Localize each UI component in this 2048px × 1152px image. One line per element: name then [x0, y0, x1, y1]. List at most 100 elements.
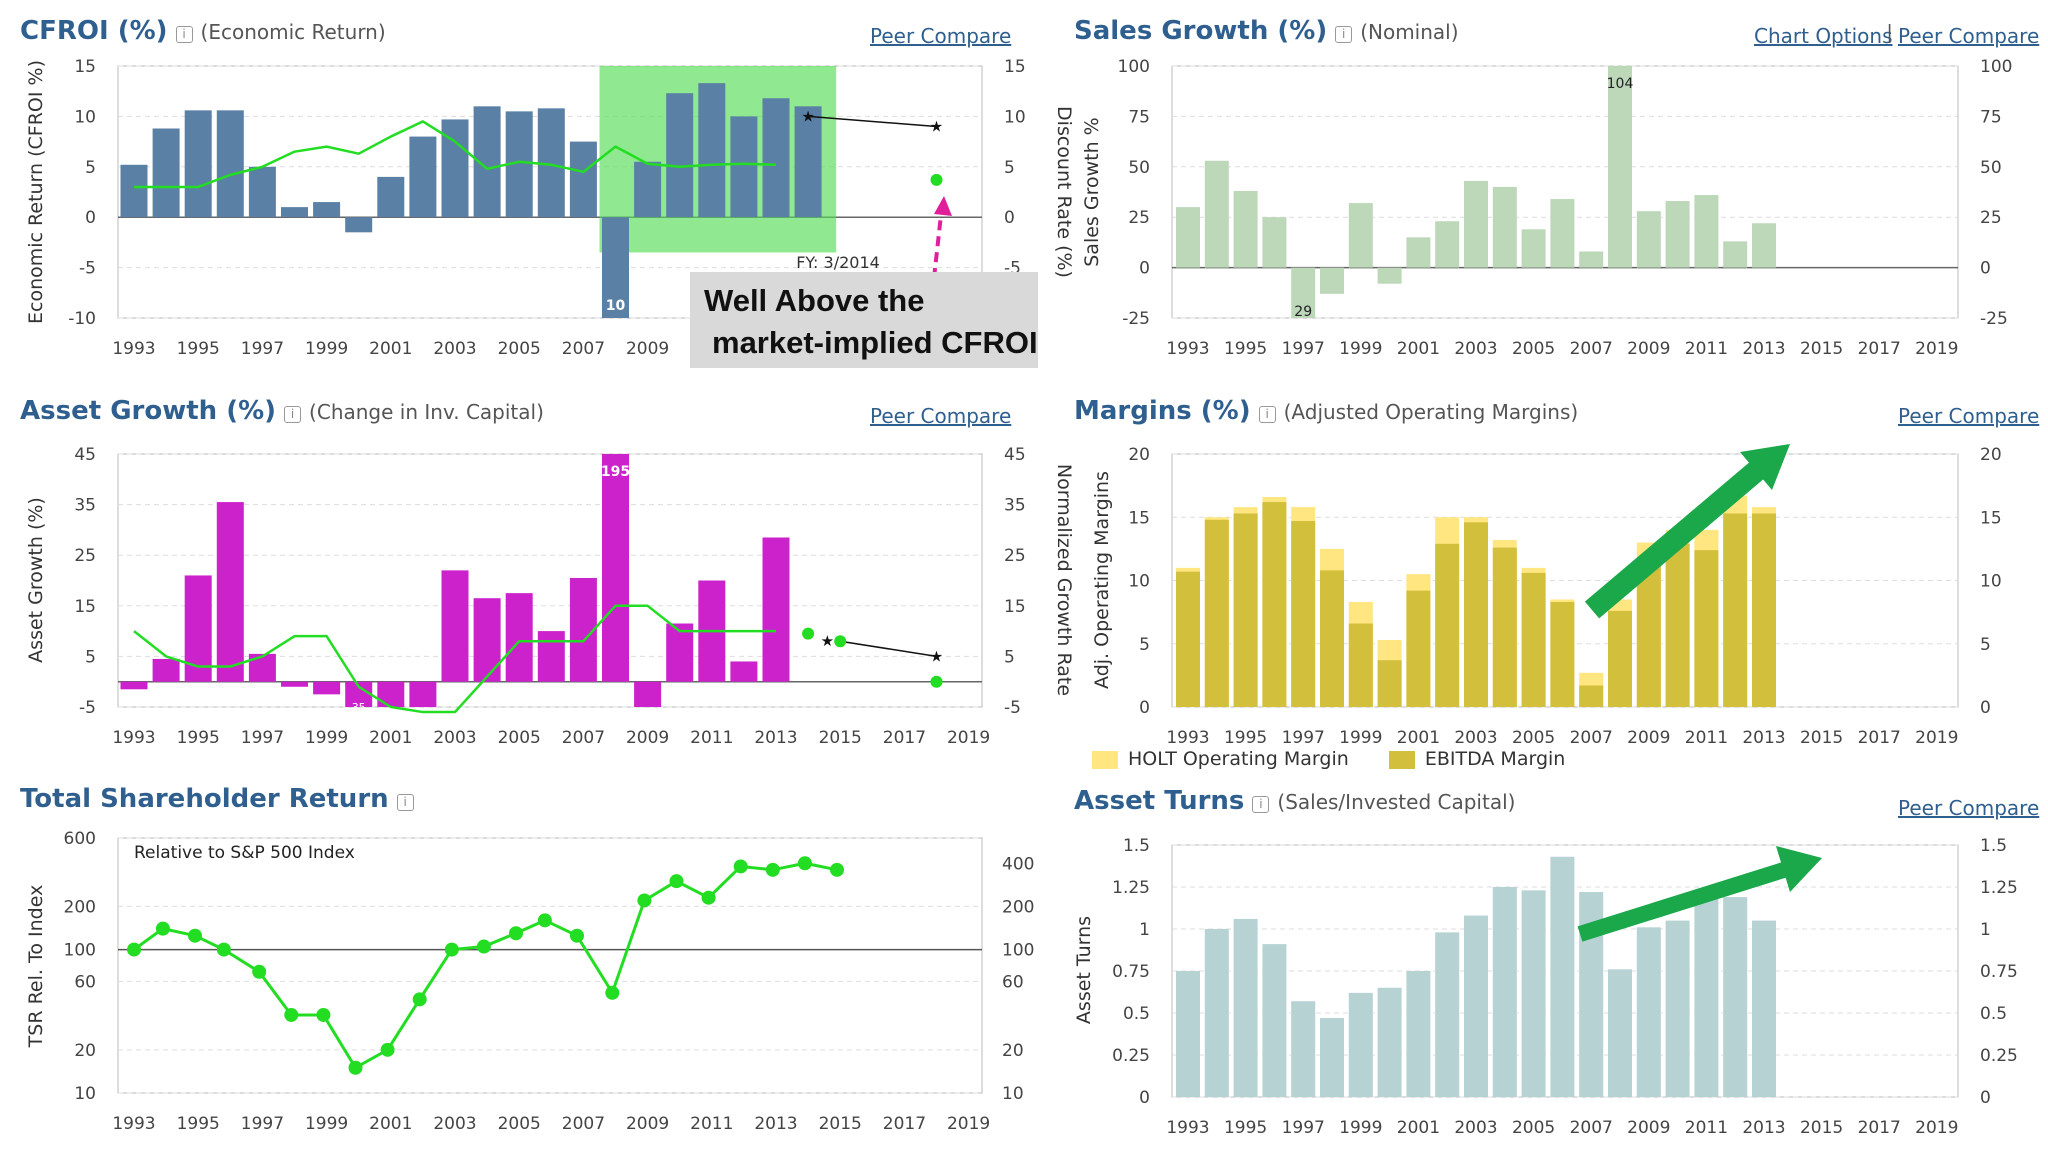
callout-line1: Well Above the [704, 283, 925, 318]
turns-bar [1176, 971, 1200, 1097]
sales-bar [1348, 203, 1373, 268]
turns-ytick-label: 1 [1139, 920, 1150, 940]
cfroi-bar [409, 136, 437, 218]
margins-xtick-label: 2019 [1915, 728, 1958, 748]
info-icon[interactable]: i [396, 794, 414, 811]
cfroi-bar-value-label: 10 [606, 298, 626, 314]
asset-xtick-label: 2017 [883, 728, 926, 748]
turns-xtick-label: 2005 [1512, 1118, 1555, 1138]
sales-xtick-label: 2009 [1627, 339, 1670, 359]
cfroi-xtick-label: 1999 [305, 339, 348, 359]
tsr-line-point [127, 942, 141, 957]
info-icon[interactable]: i [1258, 406, 1276, 423]
info-icon[interactable]: i [284, 406, 302, 423]
asset-y2label: Normalized Growth Rate [1053, 464, 1075, 696]
margins-title: Margins (%) i (Adjusted Operating Margins) [1074, 396, 1579, 426]
sales-bar [1204, 160, 1229, 268]
cfroi-pink-arrowhead [934, 196, 952, 216]
cfroi-bar [184, 110, 212, 218]
asset-ytick-right-label: 25 [1004, 546, 1026, 566]
cfroi-bar [634, 161, 662, 218]
sales-ytick-right-label: -25 [1980, 309, 2008, 329]
tsr-line-point [380, 1042, 395, 1057]
tsr-line-point [348, 1060, 363, 1075]
cfroi-forecast-line [808, 115, 937, 128]
info-icon[interactable]: i [1335, 26, 1353, 43]
info-icon[interactable]: i [1252, 796, 1270, 813]
turns-ytick-label: 0.5 [1123, 1004, 1150, 1024]
margins-ebitda-bar [1521, 572, 1546, 707]
sales-xtick-label: 2015 [1800, 339, 1843, 359]
margins-ytick-label: 15 [1128, 508, 1150, 528]
cfroi-xtick-label: 2005 [498, 339, 541, 359]
turns-ytick-label: 1.25 [1112, 878, 1150, 898]
asset-xtick-label: 2011 [690, 728, 733, 748]
asset-bar [602, 454, 629, 682]
margins-peer-compare-link[interactable]: Peer Compare [1898, 404, 2040, 428]
margins-ebitda-bar [1406, 590, 1431, 707]
cfroi-ylabel: Economic Return (CFROI %) [25, 60, 47, 324]
sales-peer-compare-link[interactable]: Peer Compare [1898, 24, 2040, 48]
cfroi-xtick-label: 1993 [112, 339, 155, 359]
turns-xtick-label: 2007 [1570, 1118, 1613, 1138]
asset-ytick-right-label: 5 [1004, 647, 1015, 667]
cfroi-bar [248, 166, 276, 218]
info-icon[interactable]: i [175, 26, 193, 43]
margins-xtick-label: 2015 [1800, 728, 1843, 748]
asset-ytick-label: -5 [79, 698, 96, 718]
asset-xtick-label: 2003 [433, 728, 476, 748]
margins-ytick-right-label: 15 [1980, 508, 2002, 528]
cfroi-fy-label: FY: 3/2014 [796, 253, 880, 272]
tsr-ytick-right-label: 10 [1002, 1084, 1024, 1104]
turns-ytick-right-label: 1.5 [1980, 836, 2007, 856]
margins-legend: HOLT Operating Margin EBITDA Margin [1092, 748, 1565, 770]
tsr-ytick-right-label: 400 [1002, 854, 1034, 874]
turns-bar [1608, 969, 1632, 1097]
tsr-ytick-label: 20 [74, 1041, 96, 1061]
tsr-xtick-label: 1995 [177, 1114, 220, 1134]
cfroi-peer-compare-link[interactable]: Peer Compare [870, 24, 1012, 48]
tsr-inner-label: Relative to S&P 500 Index [134, 843, 355, 863]
asset-bar [281, 681, 308, 687]
cfroi-bar [441, 119, 469, 218]
tsr-ytick-right-label: 100 [1002, 941, 1034, 961]
turns-ytick-label: 0.75 [1112, 962, 1150, 982]
tsr-line-point [476, 939, 491, 954]
legend-swatch-holt [1092, 750, 1118, 769]
margins-ytick-label: 10 [1128, 572, 1150, 592]
tsr-line-point [669, 874, 684, 889]
sales-bar [1320, 267, 1344, 294]
cfroi-bar [120, 164, 148, 218]
cfroi-ytick-label: -5 [79, 259, 96, 279]
sales-ytick-label: 50 [1128, 158, 1150, 178]
turns-ytick-label: 0 [1139, 1088, 1150, 1108]
margins-ebitda-bar [1636, 560, 1661, 707]
turns-peer-compare-link[interactable]: Peer Compare [1898, 796, 2040, 820]
turns-ytick-right-label: 0.25 [1980, 1046, 2018, 1066]
margins-xtick-label: 1993 [1166, 728, 1209, 748]
asset-forecast-line [840, 640, 937, 658]
chart-options-link[interactable]: Chart Options [1754, 24, 1893, 48]
asset-peer-compare-link[interactable]: Peer Compare [870, 404, 1012, 428]
margins-ytick-right-label: 10 [1980, 572, 2002, 592]
sales-ytick-right-label: 75 [1980, 107, 2002, 127]
margins-ebitda-bar [1204, 519, 1229, 707]
asset-bar-value-label: 195 [601, 464, 630, 480]
sales-bar [1694, 195, 1719, 268]
turns-xtick-label: 2011 [1685, 1118, 1728, 1138]
link-separator: | [1887, 22, 1893, 44]
sales-bar [1377, 267, 1402, 284]
cfroi-ytick-label: 5 [85, 158, 96, 178]
cfroi-bar [216, 110, 244, 218]
tsr-line-point [412, 992, 427, 1007]
sales-bar [1636, 211, 1661, 268]
asset-forecast-star: ★ [930, 647, 943, 665]
margins-ebitda-bar [1377, 660, 1402, 707]
sales-ytick-right-label: 25 [1980, 208, 2002, 228]
cfroi-ytick-right-label: 10 [1004, 107, 1026, 127]
margins-xtick-label: 1995 [1224, 728, 1267, 748]
tsr-line-point [605, 985, 620, 1000]
sales-xtick-label: 1997 [1282, 339, 1325, 359]
margins-ebitda-bar [1348, 623, 1373, 707]
tsr-line-point [508, 926, 523, 941]
